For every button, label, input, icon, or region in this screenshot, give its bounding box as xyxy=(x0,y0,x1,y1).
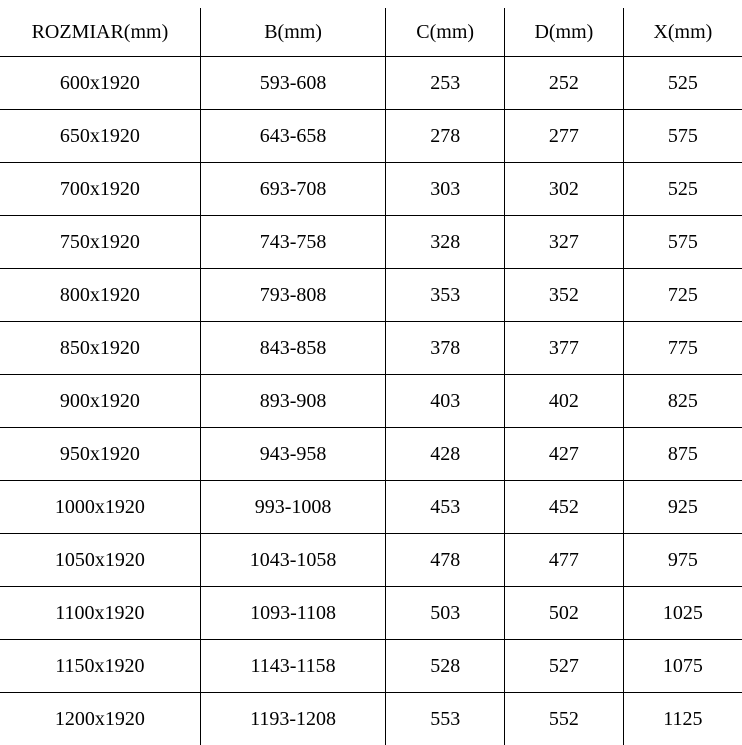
table-cell: 793-808 xyxy=(200,269,386,322)
table-row: 850x1920843-858378377775 xyxy=(0,322,742,375)
table-cell: 850x1920 xyxy=(0,322,200,375)
table-row: 1100x19201093-11085035021025 xyxy=(0,587,742,640)
table-cell: 875 xyxy=(623,428,742,481)
table-cell: 553 xyxy=(386,693,505,745)
table-cell: 600x1920 xyxy=(0,57,200,110)
table-row: 1200x19201193-12085535521125 xyxy=(0,693,742,745)
table-cell: 502 xyxy=(505,587,624,640)
table-cell: 353 xyxy=(386,269,505,322)
table-cell: 1093-1108 xyxy=(200,587,386,640)
table-cell: 1043-1058 xyxy=(200,534,386,587)
table-cell: 775 xyxy=(623,322,742,375)
table-cell: 303 xyxy=(386,163,505,216)
col-header-d: D(mm) xyxy=(505,8,624,57)
table-cell: 328 xyxy=(386,216,505,269)
table-cell: 1125 xyxy=(623,693,742,745)
table-cell: 743-758 xyxy=(200,216,386,269)
table-cell: 477 xyxy=(505,534,624,587)
table-cell: 427 xyxy=(505,428,624,481)
table-row: 600x1920593-608253252525 xyxy=(0,57,742,110)
table-cell: 1143-1158 xyxy=(200,640,386,693)
table-cell: 750x1920 xyxy=(0,216,200,269)
table-cell: 843-858 xyxy=(200,322,386,375)
table-cell: 327 xyxy=(505,216,624,269)
table-cell: 378 xyxy=(386,322,505,375)
table-row: 1050x19201043-1058478477975 xyxy=(0,534,742,587)
table-cell: 428 xyxy=(386,428,505,481)
col-header-b: B(mm) xyxy=(200,8,386,57)
table-cell: 943-958 xyxy=(200,428,386,481)
table-cell: 253 xyxy=(386,57,505,110)
dimensions-table: ROZMIAR(mm) B(mm) C(mm) D(mm) X(mm) 600x… xyxy=(0,8,742,745)
col-header-rozmiar: ROZMIAR(mm) xyxy=(0,8,200,57)
table-row: 1150x19201143-11585285271075 xyxy=(0,640,742,693)
table-cell: 1193-1208 xyxy=(200,693,386,745)
table-cell: 302 xyxy=(505,163,624,216)
table-cell: 1100x1920 xyxy=(0,587,200,640)
table-body: 600x1920593-608253252525650x1920643-6582… xyxy=(0,57,742,745)
table-cell: 552 xyxy=(505,693,624,745)
table-cell: 650x1920 xyxy=(0,110,200,163)
table-cell: 593-608 xyxy=(200,57,386,110)
table-cell: 1075 xyxy=(623,640,742,693)
table-cell: 800x1920 xyxy=(0,269,200,322)
table-cell: 527 xyxy=(505,640,624,693)
col-header-x: X(mm) xyxy=(623,8,742,57)
table-row: 800x1920793-808353352725 xyxy=(0,269,742,322)
table-cell: 352 xyxy=(505,269,624,322)
table-cell: 453 xyxy=(386,481,505,534)
table-row: 650x1920643-658278277575 xyxy=(0,110,742,163)
table-cell: 1050x1920 xyxy=(0,534,200,587)
table-cell: 975 xyxy=(623,534,742,587)
table-cell: 575 xyxy=(623,110,742,163)
col-header-c: C(mm) xyxy=(386,8,505,57)
table-cell: 993-1008 xyxy=(200,481,386,534)
table-cell: 700x1920 xyxy=(0,163,200,216)
table-cell: 503 xyxy=(386,587,505,640)
table-cell: 643-658 xyxy=(200,110,386,163)
table-header-row: ROZMIAR(mm) B(mm) C(mm) D(mm) X(mm) xyxy=(0,8,742,57)
table-cell: 277 xyxy=(505,110,624,163)
table-cell: 900x1920 xyxy=(0,375,200,428)
table-cell: 925 xyxy=(623,481,742,534)
table-row: 900x1920893-908403402825 xyxy=(0,375,742,428)
table-cell: 1200x1920 xyxy=(0,693,200,745)
table-cell: 725 xyxy=(623,269,742,322)
table-cell: 1150x1920 xyxy=(0,640,200,693)
table-cell: 528 xyxy=(386,640,505,693)
table-row: 950x1920943-958428427875 xyxy=(0,428,742,481)
table-row: 750x1920743-758328327575 xyxy=(0,216,742,269)
table-cell: 825 xyxy=(623,375,742,428)
table-cell: 402 xyxy=(505,375,624,428)
table-row: 1000x1920993-1008453452925 xyxy=(0,481,742,534)
table-cell: 1000x1920 xyxy=(0,481,200,534)
table-cell: 403 xyxy=(386,375,505,428)
table-cell: 1025 xyxy=(623,587,742,640)
table-cell: 377 xyxy=(505,322,624,375)
table-cell: 452 xyxy=(505,481,624,534)
table-cell: 525 xyxy=(623,163,742,216)
table-cell: 525 xyxy=(623,57,742,110)
table-cell: 893-908 xyxy=(200,375,386,428)
table-cell: 950x1920 xyxy=(0,428,200,481)
table-row: 700x1920693-708303302525 xyxy=(0,163,742,216)
table-cell: 575 xyxy=(623,216,742,269)
table-cell: 252 xyxy=(505,57,624,110)
table-cell: 478 xyxy=(386,534,505,587)
table-cell: 693-708 xyxy=(200,163,386,216)
table-cell: 278 xyxy=(386,110,505,163)
